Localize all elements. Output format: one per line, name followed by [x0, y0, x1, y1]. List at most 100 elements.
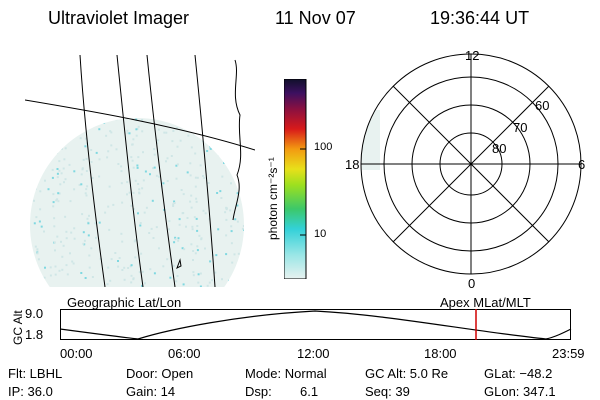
emission-speck [153, 272, 156, 275]
emission-speck [190, 243, 193, 246]
emission-speck [79, 137, 82, 140]
colorbar-tick-100: 100 [314, 141, 333, 153]
emission-speck [94, 222, 97, 225]
emission-speck [105, 134, 108, 137]
lat-70-label: 70 [513, 120, 528, 135]
emission-speck [208, 281, 211, 284]
emission-speck [120, 232, 123, 235]
emission-speck [47, 188, 50, 191]
altitude-xtick-1: 06:00 [168, 346, 201, 361]
colorbar-unit-label: photon cm⁻²s⁻¹ [266, 157, 280, 240]
emission-speck [162, 182, 165, 185]
emission-speck [109, 279, 112, 282]
emission-speck [53, 225, 56, 228]
emission-speck [173, 202, 176, 204]
emission-speck [166, 258, 169, 261]
emission-speck [196, 249, 199, 252]
altitude-plot [60, 309, 572, 340]
emission-speck [56, 235, 59, 238]
emission-speck [134, 239, 137, 242]
altitude-xtick-4: 23:59 [552, 346, 585, 361]
emission-speck [197, 281, 200, 284]
emission-speck [109, 130, 112, 133]
emission-speck [61, 147, 63, 150]
emission-speck [236, 192, 239, 195]
emission-speck [195, 200, 198, 203]
lat-60-label: 60 [535, 98, 550, 113]
emission-speck [126, 193, 128, 196]
emission-speck [214, 271, 217, 274]
emission-speck [58, 169, 61, 172]
emission-speck [69, 252, 71, 255]
emission-speck [230, 182, 232, 185]
emission-speck [80, 183, 83, 186]
emission-speck [141, 119, 144, 121]
emission-speck [51, 176, 54, 179]
emission-speck [87, 222, 90, 225]
emission-speck [199, 285, 202, 287]
emission-speck [61, 268, 64, 271]
emission-speck [85, 194, 88, 197]
emission-speck [174, 238, 177, 241]
emission-speck [157, 128, 160, 131]
emission-speck [224, 211, 227, 214]
emission-speck [225, 208, 228, 211]
emission-speck [187, 134, 190, 137]
instrument-title: Ultraviolet Imager [48, 8, 190, 28]
emission-speck [221, 278, 223, 281]
emission-speck [242, 225, 244, 227]
emission-speck [132, 278, 135, 281]
geographic-grid [25, 55, 255, 287]
emission-speck [115, 148, 118, 151]
emission-speck [98, 158, 101, 161]
emission-speck [87, 234, 90, 237]
emission-speck [60, 172, 63, 175]
emission-speck [137, 212, 139, 215]
emission-speck [190, 194, 193, 197]
emission-speck [130, 264, 133, 267]
emission-speck [58, 192, 61, 195]
emission-speck [181, 247, 184, 250]
emission-speck [73, 188, 76, 191]
emission-speck [44, 266, 46, 269]
emission-speck [107, 150, 110, 153]
info-flt: Flt: LBHL [8, 366, 63, 381]
emission-speck [236, 220, 239, 223]
emission-speck [65, 264, 68, 267]
emission-speck [81, 168, 84, 171]
emission-speck [135, 118, 138, 121]
info-mode: Mode: Normal [245, 366, 327, 381]
emission-speck [149, 268, 152, 271]
emission-speck [130, 204, 133, 207]
emission-speck [203, 177, 206, 179]
emission-speck [153, 153, 156, 156]
emission-speck [127, 267, 130, 269]
emission-speck [142, 179, 145, 182]
mlt-6-label: 6 [578, 157, 586, 172]
emission-speck [204, 247, 206, 250]
emission-speck [132, 138, 135, 141]
emission-speck [62, 244, 65, 247]
emission-speck [199, 164, 202, 167]
mlt-0-label: 0 [468, 276, 476, 291]
emission-speck [108, 228, 111, 231]
altitude-orbit-curve [60, 310, 572, 340]
emission-speck [196, 245, 199, 248]
emission-speck [63, 158, 66, 161]
emission-speck [177, 237, 180, 240]
emission-speck [202, 209, 205, 212]
emission-speck [62, 167, 65, 170]
emission-speck [91, 276, 94, 278]
emission-speck [194, 176, 197, 179]
emission-speck [35, 216, 38, 219]
emission-speck [136, 127, 139, 130]
emission-speck [175, 164, 178, 167]
emission-speck [134, 179, 137, 182]
emission-speck [90, 161, 93, 163]
date-label: 11 Nov 07 [275, 8, 356, 28]
emission-speck [52, 205, 55, 208]
emission-speck [72, 262, 75, 265]
emission-speck [39, 190, 42, 193]
emission-speck [168, 220, 171, 223]
emission-speck [82, 231, 85, 234]
